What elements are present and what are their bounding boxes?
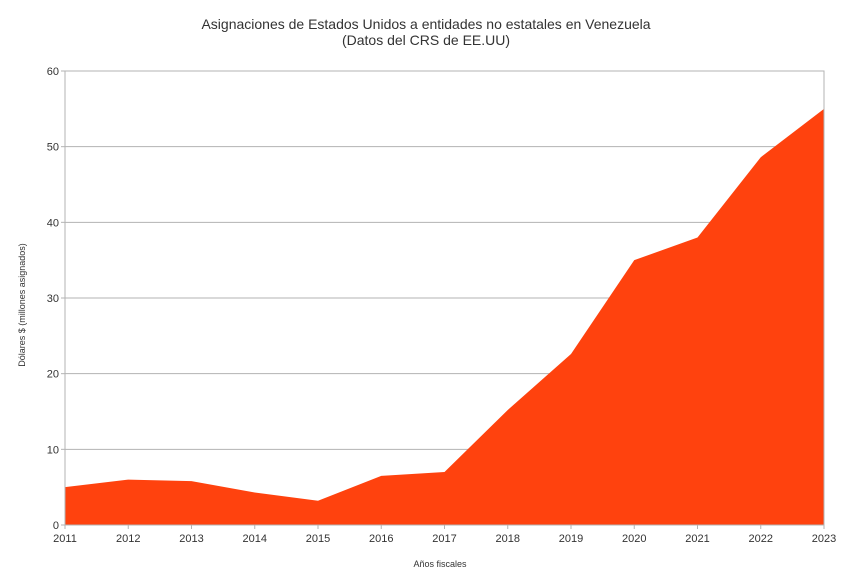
y-tick-label: 40: [47, 217, 59, 229]
x-tick-label: 2021: [685, 533, 709, 545]
x-tick-label: 2013: [179, 533, 203, 545]
x-tick-label: 2019: [559, 533, 583, 545]
y-tick-label: 60: [47, 66, 59, 78]
y-axis-label: Dólares $ (millones asignados): [17, 243, 27, 367]
y-tick-label: 30: [47, 293, 59, 305]
x-tick-label: 2017: [432, 533, 456, 545]
x-tick-label: 2012: [116, 533, 140, 545]
chart-title: Asignaciones de Estados Unidos a entidad…: [201, 16, 651, 32]
y-tick-label: 20: [47, 369, 59, 381]
chart-subtitle: (Datos del CRS de EE.UU): [341, 32, 511, 48]
x-tick-label: 2018: [496, 533, 520, 545]
x-axis-label: Años fiscales: [413, 559, 467, 569]
x-tick-label: 2020: [622, 533, 646, 545]
y-tick-label: 10: [47, 444, 59, 456]
y-tick-label: 50: [47, 142, 59, 154]
area-series: [65, 108, 824, 525]
y-tick-label: 0: [53, 520, 59, 532]
x-tick-label: 2015: [306, 533, 330, 545]
x-tick-label: 2022: [749, 533, 773, 545]
x-axis-ticks: 2011 2012 2013 2014 2015 2016 2017 2018 2019 2020…: [53, 525, 836, 545]
x-tick-label: 2023: [812, 533, 836, 545]
y-axis-ticks: 0 10 20 30 40 50 60: [47, 66, 65, 532]
x-tick-label: 2014: [243, 533, 267, 545]
chart-title-block: Asignaciones de Estados Unidos a entidad…: [0, 16, 852, 48]
x-tick-label: 2016: [369, 533, 393, 545]
x-tick-label: 2011: [53, 533, 77, 545]
